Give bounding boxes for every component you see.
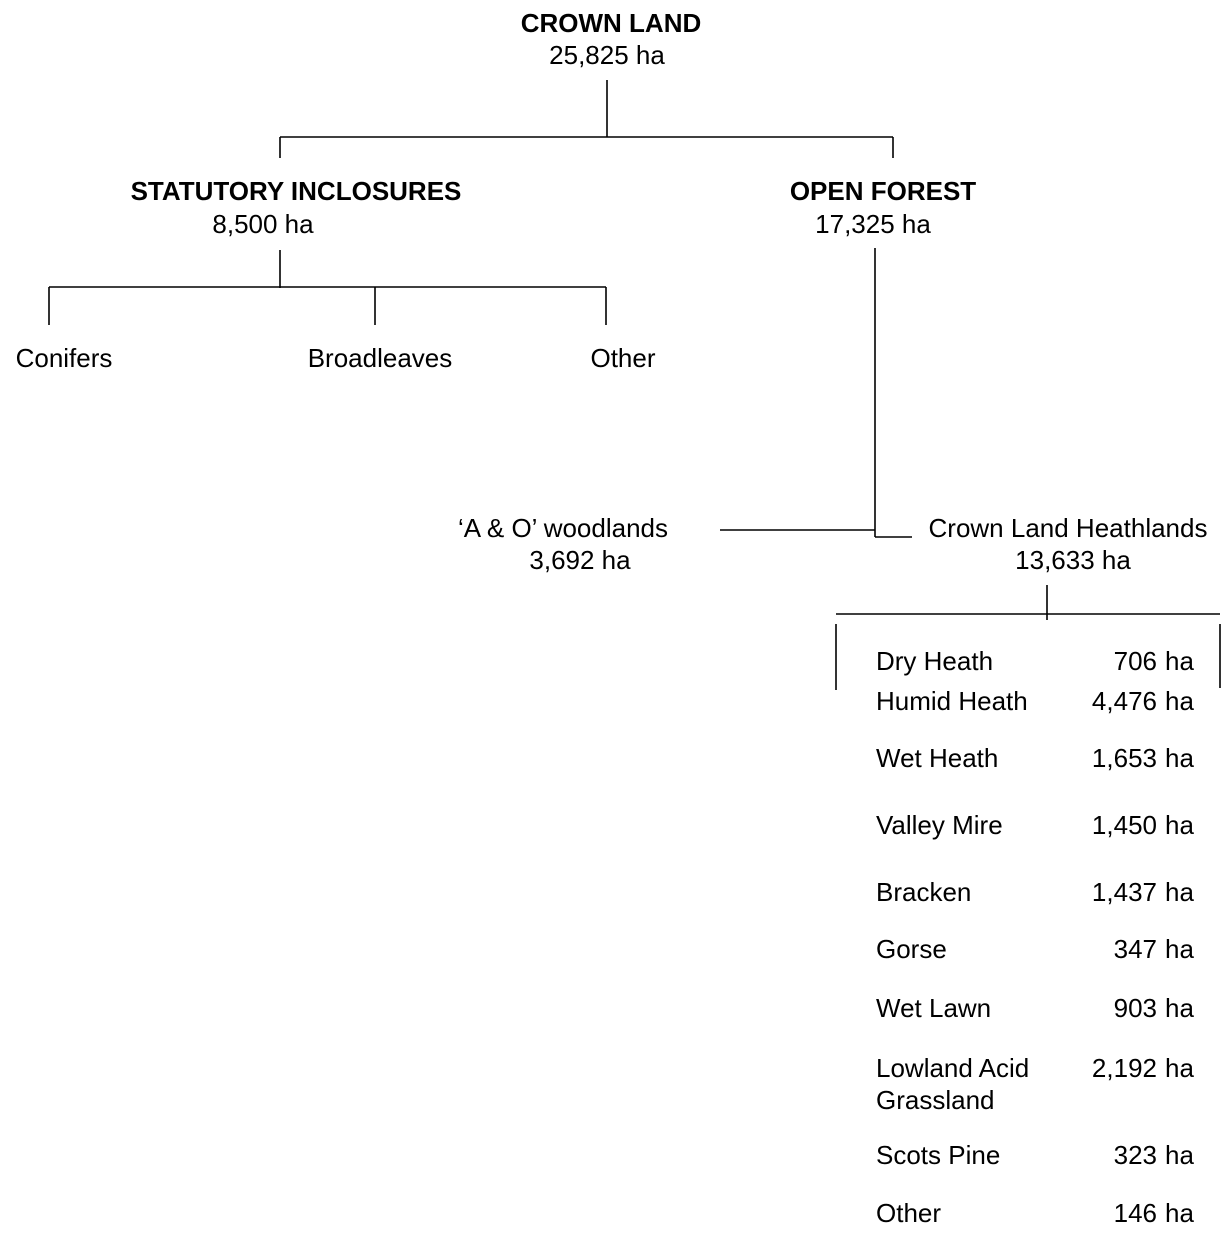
habitat-value: 706: [1114, 646, 1157, 676]
habitat-value: 1,653: [1092, 743, 1157, 773]
habitat-value: 347: [1114, 934, 1157, 964]
habitat-unit: ha: [1165, 993, 1194, 1023]
habitat-unit: ha: [1165, 743, 1194, 773]
habitat-value: 146: [1114, 1198, 1157, 1228]
connectors: [48, 80, 1221, 690]
node-label: Broadleaves: [308, 343, 453, 373]
node-label: Other: [590, 343, 655, 373]
node-area: 3,692 ha: [529, 545, 631, 575]
habitat-unit: ha: [1165, 810, 1194, 840]
node-area: 13,633 ha: [1015, 545, 1131, 575]
habitat-name: Grassland: [876, 1085, 995, 1115]
habitat-name: Lowland Acid: [876, 1053, 1029, 1083]
node-label: Crown Land Heathlands: [929, 513, 1208, 543]
habitat-unit: ha: [1165, 1198, 1194, 1228]
node-area: 25,825 ha: [549, 40, 665, 70]
habitat-name: Humid Heath: [876, 686, 1028, 716]
node-title: OPEN FOREST: [790, 176, 976, 206]
habitat-value: 1,437: [1092, 877, 1157, 907]
habitat-unit: ha: [1165, 934, 1194, 964]
node-title: CROWN LAND: [521, 8, 702, 38]
habitat-name: Valley Mire: [876, 810, 1003, 840]
habitat-value: 4,476: [1092, 686, 1157, 716]
habitat-unit: ha: [1165, 1140, 1194, 1170]
habitat-unit: ha: [1165, 646, 1194, 676]
habitat-name: Scots Pine: [876, 1140, 1000, 1170]
habitat-list: Dry Heath 706 ha Humid Heath 4,476 ha Wet Heat…: [876, 646, 1194, 1228]
habitat-name: Wet Heath: [876, 743, 998, 773]
node-label: Conifers: [16, 343, 113, 373]
habitat-name: Dry Heath: [876, 646, 993, 676]
habitat-value: 903: [1114, 993, 1157, 1023]
habitat-name: Other: [876, 1198, 941, 1228]
habitat-value: 1,450: [1092, 810, 1157, 840]
habitat-unit: ha: [1165, 1053, 1194, 1083]
node-title: STATUTORY INCLOSURES: [131, 176, 462, 206]
node-area: 8,500 ha: [212, 209, 314, 239]
habitat-name: Gorse: [876, 934, 947, 964]
habitat-unit: ha: [1165, 686, 1194, 716]
habitat-unit: ha: [1165, 877, 1194, 907]
habitat-value: 323: [1114, 1140, 1157, 1170]
node-label: ‘A & O’ woodlands: [458, 513, 668, 543]
habitat-name: Wet Lawn: [876, 993, 991, 1023]
habitat-value: 2,192: [1092, 1053, 1157, 1083]
node-area: 17,325 ha: [815, 209, 931, 239]
habitat-name: Bracken: [876, 877, 971, 907]
